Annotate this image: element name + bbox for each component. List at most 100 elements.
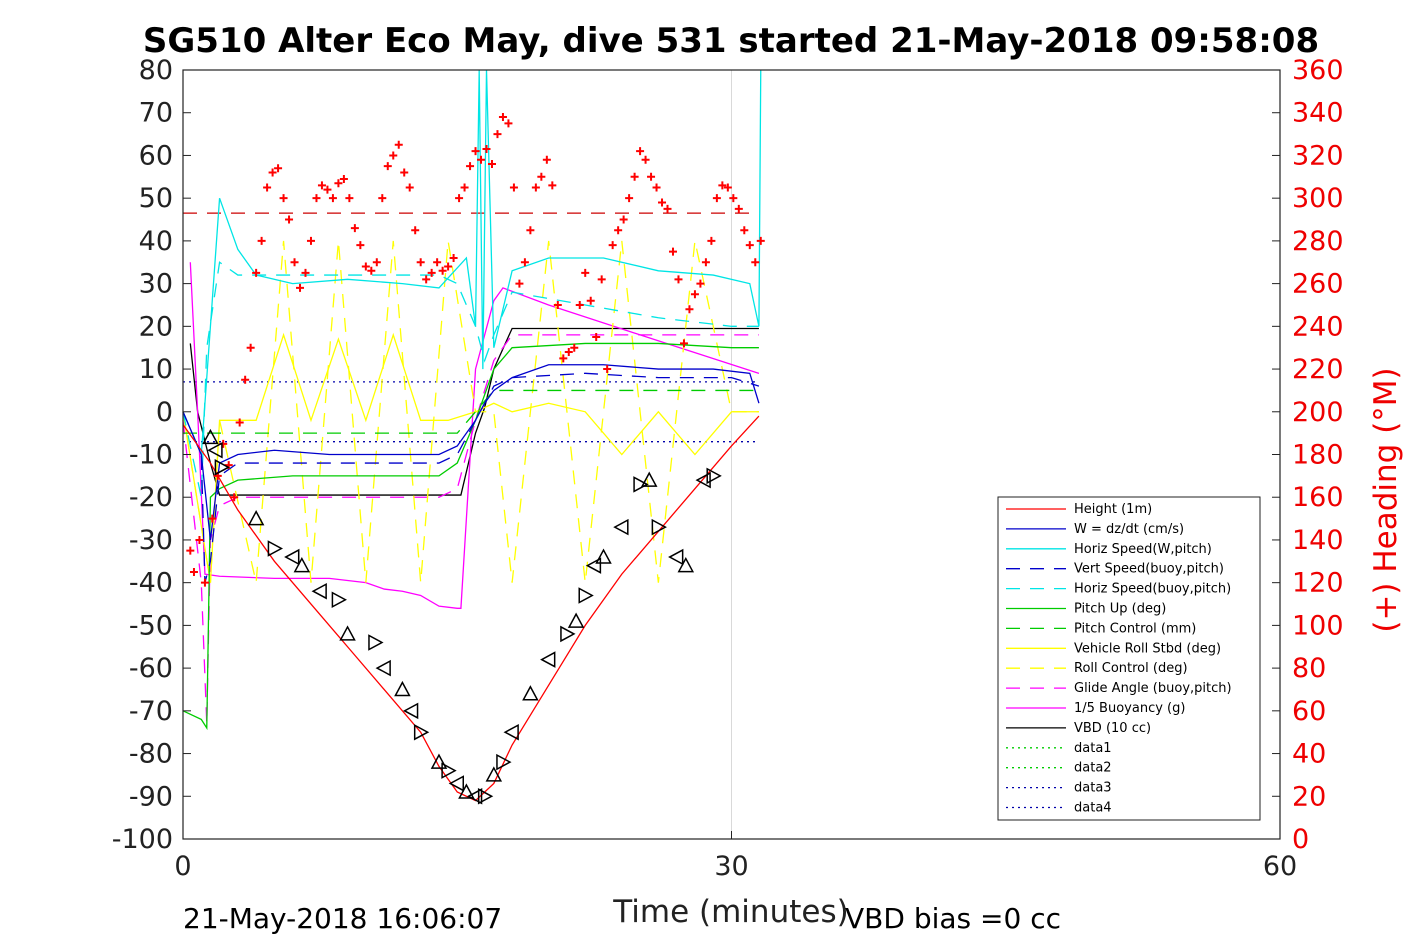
markers-layer xyxy=(186,112,765,805)
heading-point-98 xyxy=(723,183,732,192)
y-tick-label-10: 0 xyxy=(156,397,173,428)
triangle-marker-36 xyxy=(677,556,695,573)
heading-point-31 xyxy=(356,241,365,250)
heading-point-30 xyxy=(350,224,359,233)
heading-point-60 xyxy=(515,279,524,288)
heading-point-13 xyxy=(257,236,266,245)
heading-point-1 xyxy=(189,567,198,576)
heading-point-88 xyxy=(668,247,677,256)
axis-ticks: -100-90-80-70-60-50-40-30-20-10010203040… xyxy=(112,55,1344,882)
heading-point-99 xyxy=(729,194,738,203)
heading-point-83 xyxy=(641,155,650,164)
heading-point-45 xyxy=(433,258,442,267)
triangle-marker-4 xyxy=(267,540,283,557)
heading-point-80 xyxy=(625,194,634,203)
legend-entry-15: data4 xyxy=(1074,801,1112,816)
heading-point-19 xyxy=(290,258,299,267)
heading-point-17 xyxy=(279,194,288,203)
heading-point-4 xyxy=(208,514,217,523)
heading-point-21 xyxy=(301,268,310,277)
heading-point-2 xyxy=(195,535,204,544)
y2-tick-label-2: 40 xyxy=(1292,739,1326,770)
heading-point-40 xyxy=(405,183,414,192)
legend-entry-1: W = dz/dt (cm/s) xyxy=(1074,522,1184,537)
y2-tick-label-17: 340 xyxy=(1292,98,1344,129)
x-tick-label-0: 0 xyxy=(174,851,191,882)
triangle-marker-8 xyxy=(331,591,347,609)
series-line-6 xyxy=(183,389,759,434)
heading-point-51 xyxy=(466,162,475,171)
heading-point-76 xyxy=(603,365,612,374)
heading-point-92 xyxy=(690,290,699,299)
legend-box xyxy=(997,496,1261,821)
legend-entry-0: Height (1m) xyxy=(1074,502,1152,517)
heading-point-82 xyxy=(636,147,645,156)
legend-entry-4: Horiz Speed(buoy,pitch) xyxy=(1074,582,1231,597)
heading-point-23 xyxy=(312,194,321,203)
triangle-marker-12 xyxy=(394,680,411,697)
legend-entry-14: data3 xyxy=(1074,781,1112,796)
heading-point-73 xyxy=(586,296,595,305)
heading-point-36 xyxy=(383,162,392,171)
heading-point-8 xyxy=(230,493,239,502)
heading-point-70 xyxy=(570,343,579,352)
triangle-marker-34 xyxy=(651,518,667,536)
heading-point-11 xyxy=(246,343,255,352)
triangle-marker-7 xyxy=(311,582,327,600)
chart-title: SG510 Alter Eco May, dive 531 started 21… xyxy=(143,21,1319,61)
footer-timestamp: 21-May-2018 16:06:07 xyxy=(183,902,502,935)
y-tick-label-2: -80 xyxy=(129,739,173,770)
triangle-marker-22 xyxy=(496,753,512,771)
y-tick-label-7: -30 xyxy=(129,525,173,556)
heading-point-9 xyxy=(235,418,244,427)
y-tick-label-15: 50 xyxy=(139,183,173,214)
heading-point-14 xyxy=(263,183,272,192)
triangle-marker-20 xyxy=(477,788,494,805)
y-tick-label-6: -40 xyxy=(129,568,173,599)
heading-point-93 xyxy=(696,279,705,288)
heading-point-65 xyxy=(542,155,551,164)
series-layer xyxy=(182,69,762,802)
heading-point-15 xyxy=(268,168,277,177)
heading-point-53 xyxy=(477,155,486,164)
heading-point-78 xyxy=(614,226,623,235)
y-tick-label-9: -10 xyxy=(129,440,173,471)
triangle-marker-1 xyxy=(207,441,223,459)
y-tick-label-1: -90 xyxy=(129,781,173,812)
triangle-marker-3 xyxy=(247,510,265,526)
y2-tick-label-3: 60 xyxy=(1292,696,1326,727)
triangle-marker-21 xyxy=(485,766,503,782)
triangle-marker-26 xyxy=(560,625,576,643)
series-line-1 xyxy=(182,364,760,541)
triangle-marker-9 xyxy=(339,625,356,641)
heading-point-25 xyxy=(323,185,332,194)
series-line-5 xyxy=(182,342,759,731)
y2-tick-label-12: 240 xyxy=(1292,311,1344,342)
y2-tick-label-6: 120 xyxy=(1292,568,1344,599)
heading-point-85 xyxy=(652,183,661,192)
heading-point-90 xyxy=(679,339,688,348)
heading-point-10 xyxy=(241,375,250,384)
triangle-marker-31 xyxy=(613,518,629,536)
heading-point-24 xyxy=(317,181,326,190)
y-tick-label-17: 70 xyxy=(139,98,173,129)
heading-point-35 xyxy=(378,194,387,203)
legend-entry-11: VBD (10 cc) xyxy=(1074,721,1151,736)
triangle-marker-35 xyxy=(668,548,684,566)
triangle-marker-25 xyxy=(540,651,556,668)
y2-tick-label-9: 180 xyxy=(1292,440,1344,471)
heading-point-103 xyxy=(751,258,760,267)
heading-point-56 xyxy=(493,130,502,139)
x-axis-label: Time (minutes) xyxy=(612,894,848,930)
y-tick-label-11: 10 xyxy=(139,354,173,385)
heading-point-69 xyxy=(564,347,573,356)
triangle-marker-18 xyxy=(458,783,475,799)
triangle-marker-19 xyxy=(466,788,483,805)
y2-tick-label-11: 220 xyxy=(1292,354,1344,385)
footer-vbd-bias: VBD bias =0 cc xyxy=(845,902,1061,935)
heading-point-26 xyxy=(328,194,337,203)
heading-point-43 xyxy=(422,275,431,284)
legend-entry-8: Roll Control (deg) xyxy=(1074,661,1188,676)
y-tick-label-16: 60 xyxy=(139,140,173,171)
heading-point-34 xyxy=(372,258,381,267)
